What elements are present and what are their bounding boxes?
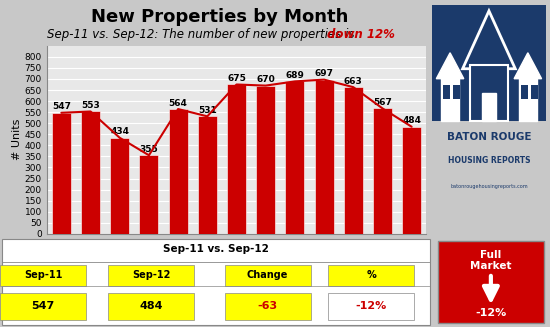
- Bar: [531, 85, 538, 99]
- Y-axis label: # Units: # Units: [12, 119, 22, 161]
- Bar: [521, 85, 528, 99]
- Text: %: %: [366, 270, 376, 280]
- Bar: [224, 293, 311, 320]
- Text: 697: 697: [315, 69, 334, 78]
- Bar: [482, 93, 496, 121]
- Bar: [454, 85, 460, 99]
- Text: -12%: -12%: [356, 301, 387, 311]
- Bar: [432, 5, 546, 121]
- Text: 553: 553: [81, 101, 100, 110]
- Bar: [373, 108, 392, 234]
- Text: 675: 675: [227, 74, 246, 83]
- Text: Full: Full: [480, 250, 502, 260]
- Text: 564: 564: [169, 99, 188, 108]
- Text: 355: 355: [140, 145, 158, 154]
- Bar: [402, 127, 421, 234]
- Bar: [224, 265, 311, 286]
- Text: Change: Change: [247, 270, 288, 280]
- Text: 547: 547: [31, 301, 55, 311]
- Text: 689: 689: [285, 71, 304, 80]
- Bar: [227, 84, 246, 234]
- Text: Sep-12: Sep-12: [132, 270, 170, 280]
- Polygon shape: [463, 11, 515, 69]
- Bar: [0, 265, 86, 286]
- Text: down 12%: down 12%: [327, 28, 395, 41]
- Text: 567: 567: [373, 98, 392, 107]
- Text: -12%: -12%: [475, 308, 507, 318]
- Bar: [315, 80, 333, 234]
- Bar: [256, 86, 275, 234]
- Bar: [285, 81, 304, 234]
- Bar: [0, 293, 86, 320]
- Bar: [519, 77, 537, 121]
- Text: Sep-11: Sep-11: [24, 270, 62, 280]
- Text: BATON ROUGE: BATON ROUGE: [447, 131, 531, 142]
- Bar: [108, 293, 194, 320]
- Text: New Properties by Month: New Properties by Month: [91, 8, 349, 26]
- Text: -63: -63: [257, 301, 278, 311]
- Text: batonrougehousingreports.com: batonrougehousingreports.com: [450, 184, 528, 189]
- Bar: [169, 109, 188, 234]
- Text: HOUSING REPORTS: HOUSING REPORTS: [448, 156, 530, 165]
- Text: Sep-11 vs. Sep-12: Sep-11 vs. Sep-12: [163, 244, 269, 254]
- Text: Sep-11 vs. Sep-12: The number of new properties is down 12%: Sep-11 vs. Sep-12: The number of new pro…: [0, 326, 1, 327]
- Bar: [328, 293, 415, 320]
- Text: 484: 484: [402, 116, 421, 126]
- Bar: [443, 85, 450, 99]
- Bar: [470, 65, 508, 121]
- Bar: [110, 138, 129, 234]
- Bar: [441, 77, 459, 121]
- Bar: [198, 116, 217, 234]
- Text: 434: 434: [110, 128, 129, 136]
- Text: Market: Market: [470, 261, 512, 271]
- Text: 484: 484: [139, 301, 163, 311]
- Bar: [81, 112, 100, 234]
- Bar: [140, 155, 158, 234]
- Text: Sep-11 vs. Sep-12: The number of new properties is: Sep-11 vs. Sep-12: The number of new pro…: [47, 28, 358, 41]
- Bar: [328, 265, 415, 286]
- Bar: [344, 87, 363, 234]
- Bar: [52, 113, 71, 234]
- Polygon shape: [514, 53, 542, 79]
- Bar: [108, 265, 194, 286]
- Polygon shape: [436, 53, 464, 79]
- Text: 670: 670: [256, 75, 275, 84]
- Text: 663: 663: [344, 77, 362, 86]
- Text: 547: 547: [52, 102, 71, 112]
- Text: 531: 531: [198, 106, 217, 115]
